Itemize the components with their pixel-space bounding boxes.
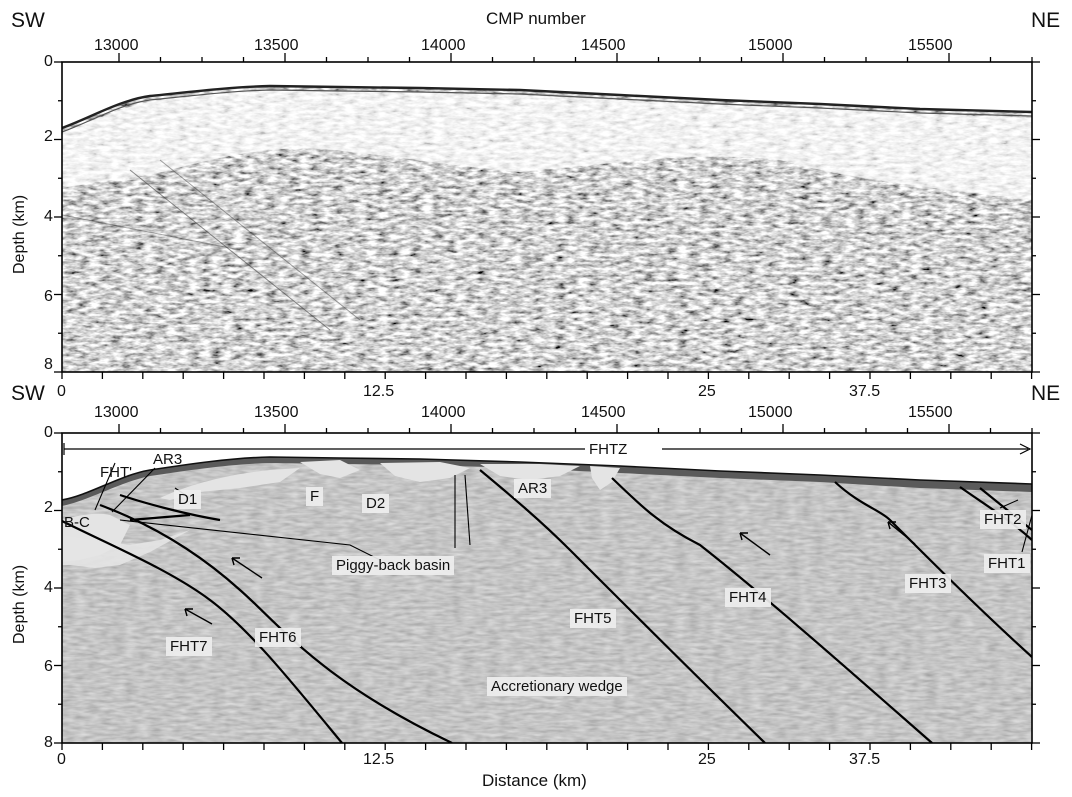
label-fht1: FHT1 [984,554,1030,573]
axis-tick-marks [54,53,1040,750]
top-depth-tick: 2 [44,128,53,145]
top-seismic-section [61,61,1033,373]
top-distance-tick: 0 [57,383,66,400]
bottom-depth-tick: 4 [44,579,53,596]
label-fht6: FHT6 [255,628,301,647]
top-distance-tick: 25 [698,383,716,400]
top-title: CMP number [486,9,586,28]
label-fht5: FHT5 [570,609,616,628]
fault-lines [62,469,1032,743]
top-distance-tick: 37.5 [849,383,881,400]
label-fht7: FHT7 [166,637,212,656]
bottom-ne-label: NE [1031,382,1061,405]
bottom-distance-tick: 0 [57,751,66,768]
top-depth-tick: 0 [44,53,53,70]
label-piggyback-basin: Piggy-back basin [332,556,455,575]
label-d1: D1 [174,490,202,509]
top-y-axis-label: Depth (km) [11,194,28,274]
label-accretionary-wedge: Accretionary wedge [487,677,627,696]
top-depth-tick: 4 [44,208,53,225]
label-f: F [306,487,324,506]
bottom-cmp-tick: 15000 [748,404,793,421]
top-cmp-tick: 14000 [421,37,466,54]
label-ar3-left: AR3 [153,451,183,468]
bottom-depth-tick: 0 [44,424,53,441]
bottom-depth-tick: 2 [44,499,53,516]
bottom-depth-tick: 6 [44,658,53,675]
top-cmp-tick: 13000 [94,37,139,54]
bottom-cmp-tick: 13000 [94,404,139,421]
bottom-depth-tick: 8 [44,734,53,751]
bottom-cmp-tick: 14500 [581,404,626,421]
top-cmp-tick: 13500 [254,37,299,54]
bottom-cmp-tick: 15500 [908,404,953,421]
label-fht2: FHT2 [980,510,1026,529]
label-ar3-right: AR3 [514,479,552,498]
top-depth-tick: 8 [44,356,53,373]
label-fht4: FHT4 [725,588,771,607]
bottom-cmp-tick: 14000 [421,404,466,421]
label-bc: B-C [64,514,90,531]
bottom-sw-label: SW [11,382,45,405]
bottom-cmp-tick: 13500 [254,404,299,421]
bottom-distance-tick: 25 [698,751,716,768]
top-sw-label: SW [11,9,45,32]
fhtz-span-arrow [63,443,1032,455]
fhtz-label: FHTZ [585,440,632,459]
top-depth-tick: 6 [44,288,53,305]
bottom-x-axis-label: Distance (km) [482,771,587,790]
bottom-distance-tick: 37.5 [849,751,881,768]
top-cmp-tick: 14500 [581,37,626,54]
top-ne-label: NE [1031,9,1061,32]
top-cmp-tick: 15500 [908,37,953,54]
label-d2: D2 [362,494,390,513]
label-fht3: FHT3 [905,574,951,593]
bottom-y-axis-label: Depth (km) [11,564,28,644]
bottom-distance-tick: 12.5 [363,751,395,768]
top-cmp-tick: 15000 [748,37,793,54]
label-fht-prime: FHT' [100,464,133,481]
top-distance-tick: 12.5 [363,383,395,400]
